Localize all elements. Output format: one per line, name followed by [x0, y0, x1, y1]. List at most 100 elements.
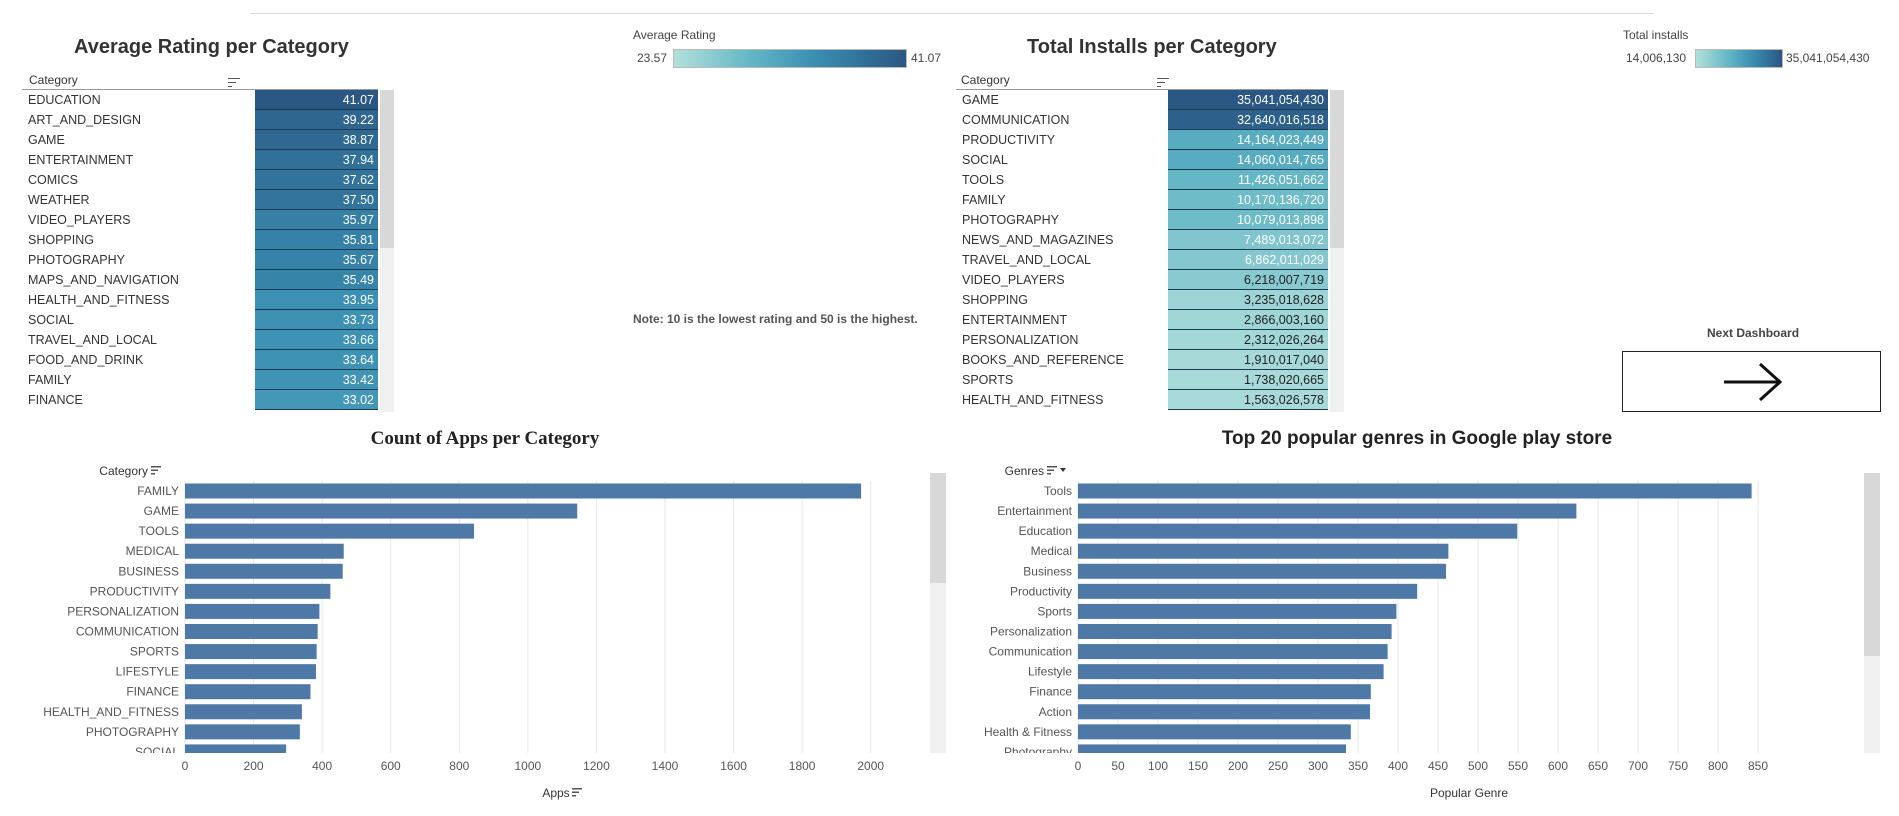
installs-table-row[interactable]: TOOLS 11,426,051,662: [956, 170, 1328, 190]
installs-value-cell[interactable]: 35,041,054,430: [1168, 90, 1328, 110]
rating-table-row[interactable]: EDUCATION 41.07: [22, 90, 378, 110]
rating-table-row[interactable]: COMICS 37.62: [22, 170, 378, 190]
installs-value-cell[interactable]: 1,738,020,665: [1168, 370, 1328, 390]
rating-value-cell[interactable]: 35.67: [255, 250, 378, 270]
rating-value-cell[interactable]: 39.22: [255, 110, 378, 130]
bar[interactable]: [185, 583, 331, 599]
bar[interactable]: [1078, 684, 1371, 700]
sort-icon[interactable]: [228, 77, 240, 88]
installs-table-row[interactable]: TRAVEL_AND_LOCAL 6,862,011,029: [956, 250, 1328, 270]
chart-scroll-thumb[interactable]: [1864, 473, 1880, 656]
bar[interactable]: [185, 644, 317, 660]
bar[interactable]: [1078, 623, 1392, 639]
installs-value-cell[interactable]: 7,489,013,072: [1168, 230, 1328, 250]
installs-table-row[interactable]: NEWS_AND_MAGAZINES 7,489,013,072: [956, 230, 1328, 250]
bar[interactable]: [1078, 503, 1577, 519]
rating-value-cell[interactable]: 37.62: [255, 170, 378, 190]
x-axis-title[interactable]: Apps: [542, 786, 569, 800]
axis-header[interactable]: Genres: [1005, 464, 1044, 478]
installs-category-header[interactable]: Category: [961, 73, 1010, 87]
bar[interactable]: [1078, 603, 1397, 619]
rating-table-row[interactable]: FAMILY 33.42: [22, 370, 378, 390]
installs-table-scroll-thumb[interactable]: [1330, 90, 1344, 248]
rating-value-cell[interactable]: 33.73: [255, 310, 378, 330]
rating-value-cell[interactable]: 35.97: [255, 210, 378, 230]
rating-table-row[interactable]: ART_AND_DESIGN 39.22: [22, 110, 378, 130]
installs-table-scrollbar[interactable]: [1330, 90, 1344, 412]
bar[interactable]: [1078, 483, 1752, 499]
installs-value-cell[interactable]: 3,235,018,628: [1168, 290, 1328, 310]
bar[interactable]: [185, 684, 311, 700]
installs-table-row[interactable]: PERSONALIZATION 2,312,026,264: [956, 330, 1328, 350]
bar[interactable]: [185, 523, 475, 539]
rating-value-cell[interactable]: 33.42: [255, 370, 378, 390]
sort-icon[interactable]: [151, 466, 161, 475]
installs-value-cell[interactable]: 6,862,011,029: [1168, 250, 1328, 270]
rating-table-scroll-thumb[interactable]: [380, 90, 394, 248]
installs-table-row[interactable]: PHOTOGRAPHY 10,079,013,898: [956, 210, 1328, 230]
chart-scroll-thumb[interactable]: [930, 473, 946, 583]
sort-icon[interactable]: [572, 788, 582, 797]
installs-table-row[interactable]: SHOPPING 3,235,018,628: [956, 290, 1328, 310]
installs-value-cell[interactable]: 1,910,017,040: [1168, 350, 1328, 370]
next-dashboard-button[interactable]: [1622, 351, 1881, 412]
bar[interactable]: [1078, 664, 1384, 680]
installs-value-cell[interactable]: 10,170,136,720: [1168, 190, 1328, 210]
rating-value-cell[interactable]: 41.07: [255, 90, 378, 110]
installs-table-row[interactable]: PRODUCTIVITY 14,164,023,449: [956, 130, 1328, 150]
bar[interactable]: [1078, 543, 1449, 559]
bar[interactable]: [185, 563, 343, 579]
rating-table-row[interactable]: MAPS_AND_NAVIGATION 35.49: [22, 270, 378, 290]
sort-icon[interactable]: [1047, 466, 1057, 475]
installs-table-row[interactable]: ENTERTAINMENT 2,866,003,160: [956, 310, 1328, 330]
installs-value-cell[interactable]: 11,426,051,662: [1168, 170, 1328, 190]
bar[interactable]: [185, 704, 302, 720]
installs-value-cell[interactable]: 2,866,003,160: [1168, 310, 1328, 330]
rating-table-row[interactable]: VIDEO_PLAYERS 35.97: [22, 210, 378, 230]
installs-table-row[interactable]: HEALTH_AND_FITNESS 1,563,026,578: [956, 390, 1328, 410]
bar[interactable]: [185, 503, 578, 519]
rating-value-cell[interactable]: 33.95: [255, 290, 378, 310]
bar[interactable]: [1078, 704, 1370, 720]
bar[interactable]: [1078, 724, 1351, 740]
axis-header[interactable]: Category: [99, 464, 148, 478]
installs-table-row[interactable]: GAME 35,041,054,430: [956, 90, 1328, 110]
installs-value-cell[interactable]: 6,218,007,719: [1168, 270, 1328, 290]
bar[interactable]: [185, 603, 320, 619]
installs-table-row[interactable]: COMMUNICATION 32,640,016,518: [956, 110, 1328, 130]
rating-table-row[interactable]: WEATHER 37.50: [22, 190, 378, 210]
installs-value-cell[interactable]: 14,060,014,765: [1168, 150, 1328, 170]
installs-table-row[interactable]: SOCIAL 14,060,014,765: [956, 150, 1328, 170]
rating-value-cell[interactable]: 37.50: [255, 190, 378, 210]
rating-table-row[interactable]: SOCIAL 33.73: [22, 310, 378, 330]
rating-table-row[interactable]: FOOD_AND_DRINK 33.64: [22, 350, 378, 370]
bar[interactable]: [185, 623, 318, 639]
installs-value-cell[interactable]: 2,312,026,264: [1168, 330, 1328, 350]
installs-table-row[interactable]: SPORTS 1,738,020,665: [956, 370, 1328, 390]
rating-value-cell[interactable]: 33.02: [255, 390, 378, 410]
bar[interactable]: [1078, 644, 1388, 660]
rating-table-row[interactable]: ENTERTAINMENT 37.94: [22, 150, 378, 170]
bar[interactable]: [185, 483, 862, 499]
rating-category-header[interactable]: Category: [29, 73, 78, 87]
x-axis-title[interactable]: Popular Genre: [1430, 786, 1508, 800]
bar[interactable]: [185, 543, 344, 559]
bar[interactable]: [185, 664, 316, 680]
rating-value-cell[interactable]: 33.64: [255, 350, 378, 370]
installs-value-cell[interactable]: 1,563,026,578: [1168, 390, 1328, 410]
rating-value-cell[interactable]: 37.94: [255, 150, 378, 170]
rating-value-cell[interactable]: 35.81: [255, 230, 378, 250]
bar[interactable]: [185, 724, 300, 740]
rating-value-cell[interactable]: 33.66: [255, 330, 378, 350]
installs-value-cell[interactable]: 10,079,013,898: [1168, 210, 1328, 230]
rating-table-scrollbar[interactable]: [380, 90, 394, 412]
installs-value-cell[interactable]: 32,640,016,518: [1168, 110, 1328, 130]
rating-table-row[interactable]: SHOPPING 35.81: [22, 230, 378, 250]
bar[interactable]: [185, 744, 287, 759]
installs-table-row[interactable]: FAMILY 10,170,136,720: [956, 190, 1328, 210]
installs-value-cell[interactable]: 14,164,023,449: [1168, 130, 1328, 150]
rating-table-row[interactable]: GAME 38.87: [22, 130, 378, 150]
bar[interactable]: [1078, 744, 1346, 759]
rating-value-cell[interactable]: 35.49: [255, 270, 378, 290]
installs-table-row[interactable]: VIDEO_PLAYERS 6,218,007,719: [956, 270, 1328, 290]
